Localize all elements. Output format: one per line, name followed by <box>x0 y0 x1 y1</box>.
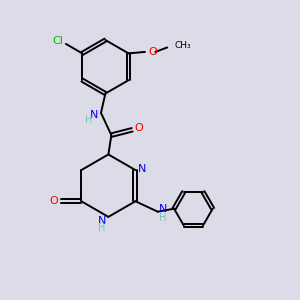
Text: N: N <box>98 216 106 226</box>
Text: H: H <box>159 213 167 223</box>
Text: O: O <box>50 196 58 206</box>
Text: N: N <box>138 164 146 174</box>
Text: Cl: Cl <box>52 36 63 46</box>
Text: O: O <box>148 47 157 57</box>
Text: N: N <box>90 110 99 120</box>
Text: O: O <box>134 123 143 133</box>
Text: CH₃: CH₃ <box>175 41 191 50</box>
Text: N: N <box>159 204 167 214</box>
Text: H: H <box>85 115 92 125</box>
Text: H: H <box>98 223 106 233</box>
